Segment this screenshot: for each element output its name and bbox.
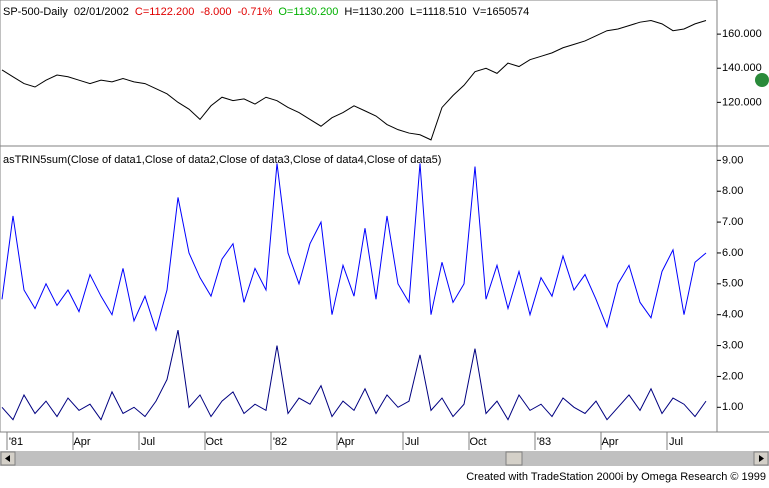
panel-title: asTRIN5sum(Close of data1,Close of data2… bbox=[3, 154, 441, 166]
x-tick-label: Apr bbox=[601, 436, 618, 448]
y-tick-label: 120.000 bbox=[722, 96, 762, 108]
chart-title: SP-500-Daily bbox=[3, 6, 68, 18]
y-tick-label: 1.00 bbox=[722, 401, 743, 413]
y-tick-label: 9.00 bbox=[722, 154, 743, 166]
y-tick-label: 2.00 bbox=[722, 370, 743, 382]
header-field: L=1118.510 bbox=[410, 6, 467, 18]
header-field: 02/01/2002 bbox=[74, 6, 129, 18]
header-field: C=1122.200 bbox=[135, 6, 194, 18]
x-tick-label: Apr bbox=[73, 436, 90, 448]
globe-icon bbox=[755, 73, 769, 87]
chart-title: asTRIN5sum(Close of data1,Close of data2… bbox=[3, 154, 441, 166]
y-tick-label: 6.00 bbox=[722, 247, 743, 259]
header-field: O=1130.200 bbox=[278, 6, 338, 18]
header-field: -0.71% bbox=[238, 6, 273, 18]
header-field: V=1650574 bbox=[473, 6, 530, 18]
x-tick-label: Apr bbox=[337, 436, 354, 448]
y-tick-label: 5.00 bbox=[722, 278, 743, 290]
y-tick-label: 4.00 bbox=[722, 309, 743, 321]
x-tick-label: Jul bbox=[141, 436, 155, 448]
header-field: -8.000 bbox=[200, 6, 231, 18]
arrow-right bbox=[759, 455, 764, 462]
y-tick-label: 8.00 bbox=[722, 185, 743, 197]
x-tick-label: Jul bbox=[669, 436, 683, 448]
price-line bbox=[1, 163, 707, 332]
panel-title: SP-500-Daily 02/01/2002 C=1122.200 -8.000 -0… bbox=[3, 6, 529, 18]
x-tick-label: '81 bbox=[9, 436, 23, 448]
y-tick-label: 3.00 bbox=[722, 339, 743, 351]
y-tick-label: 7.00 bbox=[722, 216, 743, 228]
scroll-thumb[interactable] bbox=[505, 451, 523, 466]
arrow-left bbox=[5, 455, 10, 462]
x-tick-label: Oct bbox=[205, 436, 222, 448]
header-field: H=1130.200 bbox=[344, 6, 403, 18]
x-tick-label: '82 bbox=[273, 436, 287, 448]
x-tick-label: '83 bbox=[537, 436, 551, 448]
scrollbar-track bbox=[0, 451, 769, 466]
scrollbar[interactable] bbox=[0, 451, 769, 466]
price-line bbox=[1, 330, 707, 421]
x-tick-label: Oct bbox=[469, 436, 486, 448]
y-tick-label: 140.000 bbox=[722, 62, 762, 74]
x-tick-label: Jul bbox=[405, 436, 419, 448]
footer: Created with TradeStation 2000i by Omega… bbox=[466, 471, 766, 483]
y-tick-label: 160.000 bbox=[722, 28, 762, 40]
price-line bbox=[1, 19, 707, 141]
